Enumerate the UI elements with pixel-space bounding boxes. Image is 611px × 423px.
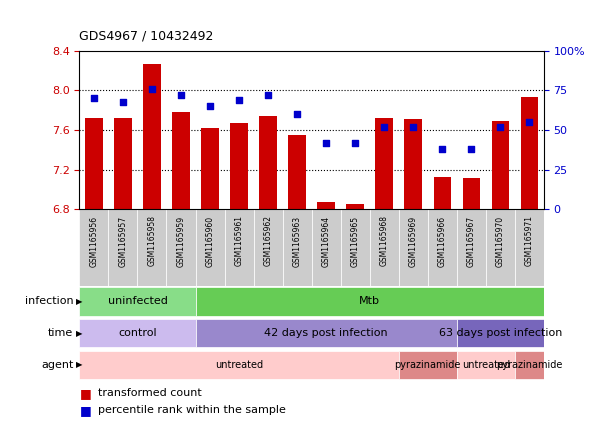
Bar: [456, 209, 486, 286]
Text: GSM1165963: GSM1165963: [293, 215, 302, 266]
Text: GSM1165956: GSM1165956: [89, 215, 98, 266]
Point: [379, 124, 389, 130]
Bar: [312, 209, 341, 286]
Text: GSM1165968: GSM1165968: [379, 215, 389, 266]
Bar: [491, 121, 509, 209]
Bar: [399, 209, 428, 286]
Bar: [463, 178, 480, 209]
Text: agent: agent: [41, 360, 73, 370]
Point: [147, 85, 157, 92]
Point: [263, 92, 273, 99]
Bar: [346, 204, 364, 209]
Bar: [399, 351, 457, 379]
Bar: [282, 209, 312, 286]
Text: transformed count: transformed count: [98, 388, 202, 398]
Point: [205, 103, 215, 110]
Bar: [196, 209, 225, 286]
Text: pyrazinamide: pyrazinamide: [496, 360, 563, 370]
Bar: [260, 116, 277, 209]
Bar: [514, 209, 544, 286]
Bar: [456, 351, 514, 379]
Bar: [375, 118, 393, 209]
Text: uninfected: uninfected: [108, 297, 167, 306]
Text: GDS4967 / 10432492: GDS4967 / 10432492: [79, 29, 214, 42]
Bar: [196, 319, 456, 347]
Bar: [230, 123, 248, 209]
Bar: [79, 287, 196, 316]
Bar: [254, 209, 282, 286]
Bar: [86, 118, 103, 209]
Point: [466, 146, 476, 153]
Text: percentile rank within the sample: percentile rank within the sample: [98, 405, 285, 415]
Text: 63 days post infection: 63 days post infection: [439, 328, 562, 338]
Bar: [172, 112, 190, 209]
Text: GSM1165958: GSM1165958: [147, 215, 156, 266]
Bar: [514, 351, 544, 379]
Bar: [79, 351, 398, 379]
Text: ▶: ▶: [76, 297, 83, 306]
Bar: [166, 209, 196, 286]
Text: ■: ■: [79, 404, 91, 417]
Point: [118, 98, 128, 105]
Bar: [144, 63, 161, 209]
Text: GSM1165957: GSM1165957: [119, 215, 128, 266]
Text: 42 days post infection: 42 days post infection: [265, 328, 388, 338]
Text: GSM1165962: GSM1165962: [263, 215, 273, 266]
Bar: [404, 119, 422, 209]
Bar: [370, 209, 398, 286]
Bar: [114, 118, 132, 209]
Text: untreated: untreated: [215, 360, 263, 370]
Bar: [196, 287, 544, 316]
Bar: [109, 209, 137, 286]
Point: [292, 111, 302, 118]
Bar: [433, 177, 451, 209]
Text: Mtb: Mtb: [359, 297, 380, 306]
Text: GSM1165961: GSM1165961: [235, 215, 244, 266]
Point: [234, 96, 244, 103]
Bar: [225, 209, 254, 286]
Text: GSM1165966: GSM1165966: [437, 215, 447, 266]
Text: GSM1165971: GSM1165971: [525, 215, 534, 266]
Point: [524, 119, 534, 126]
Text: pyrazinamide: pyrazinamide: [395, 360, 461, 370]
Text: GSM1165964: GSM1165964: [321, 215, 331, 266]
Bar: [137, 209, 167, 286]
Text: time: time: [48, 328, 73, 338]
Bar: [318, 203, 335, 209]
Text: GSM1165960: GSM1165960: [205, 215, 214, 266]
Point: [496, 124, 505, 130]
Text: infection: infection: [24, 297, 73, 306]
Text: GSM1165959: GSM1165959: [177, 215, 186, 266]
Text: control: control: [118, 328, 157, 338]
Text: ▶: ▶: [76, 360, 83, 369]
Bar: [428, 209, 456, 286]
Bar: [521, 97, 538, 209]
Text: GSM1165965: GSM1165965: [351, 215, 360, 266]
Text: GSM1165969: GSM1165969: [409, 215, 418, 266]
Point: [176, 92, 186, 99]
Bar: [288, 135, 306, 209]
Point: [408, 124, 418, 130]
Point: [350, 140, 360, 146]
Text: untreated: untreated: [462, 360, 510, 370]
Bar: [79, 209, 109, 286]
Bar: [79, 319, 196, 347]
Text: GSM1165970: GSM1165970: [496, 215, 505, 266]
Text: ▶: ▶: [76, 329, 83, 338]
Point: [89, 95, 99, 102]
Text: ■: ■: [79, 387, 91, 400]
Text: GSM1165967: GSM1165967: [467, 215, 476, 266]
Point: [437, 146, 447, 153]
Bar: [202, 128, 219, 209]
Bar: [456, 319, 544, 347]
Bar: [486, 209, 515, 286]
Bar: [341, 209, 370, 286]
Point: [321, 140, 331, 146]
